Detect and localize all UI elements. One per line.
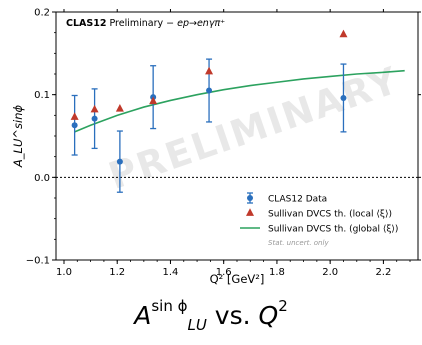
caption-vs: vs.: [206, 301, 259, 330]
local-marker: [90, 104, 99, 113]
series-global-line: [74, 69, 405, 133]
figure-caption: Asin ϕLU vs. Q2: [0, 286, 422, 345]
data-point: [71, 122, 78, 129]
legend-global-label: Sullivan DVCS th. (global ⟨ξ⟩): [268, 225, 398, 235]
data-point: [116, 158, 123, 165]
x-tick-label: 2.0: [322, 267, 338, 278]
x-tick-label: 1.0: [56, 267, 72, 278]
y-axis-label: A_LU^sinϕ: [11, 105, 25, 169]
legend-data-label: CLAS12 Data: [268, 195, 327, 205]
x-tick-label: 1.2: [109, 267, 125, 278]
y-tick-label: 0.0: [34, 173, 50, 184]
local-marker: [115, 104, 124, 112]
caption-q-sup: 2: [278, 297, 288, 315]
local-marker: [205, 66, 214, 75]
legend-note: Stat. uncert. only: [268, 239, 329, 247]
local-marker: [70, 112, 79, 120]
data-point: [206, 87, 213, 94]
x-axis-label: Q² [GeV²]: [210, 272, 265, 286]
y-tick-label: 0.1: [34, 90, 50, 101]
x-tick-label: 1.6: [216, 267, 232, 278]
title-rest: Preliminary −: [106, 18, 177, 29]
legend-local-marker: [246, 208, 254, 216]
legend-data-marker: [247, 195, 253, 201]
x-tick-label: 1.4: [163, 267, 179, 278]
data-point: [340, 94, 347, 101]
title-bold: CLAS12: [66, 18, 106, 29]
caption-a-sub: LU: [187, 316, 207, 334]
y-tick-label: 0.2: [34, 8, 50, 19]
legend-local-label: Sullivan DVCS th. (local ⟨ξ⟩): [268, 210, 392, 220]
local-marker: [339, 29, 348, 38]
title-reaction: ep→enγπ⁺: [177, 18, 225, 29]
x-tick-label: 2.2: [375, 267, 391, 278]
x-tick-label: 1.8: [269, 267, 285, 278]
chart-title: CLAS12 Preliminary − ep→enγπ⁺: [66, 18, 225, 29]
y-tick-label: −0.1: [26, 256, 50, 267]
data-point: [91, 115, 98, 122]
caption-a: A: [134, 301, 152, 330]
caption-q: Q: [258, 301, 279, 330]
local-marker: [149, 96, 158, 105]
plot-frame: [55, 11, 419, 261]
caption-a-sup: sin ϕ: [151, 297, 188, 315]
